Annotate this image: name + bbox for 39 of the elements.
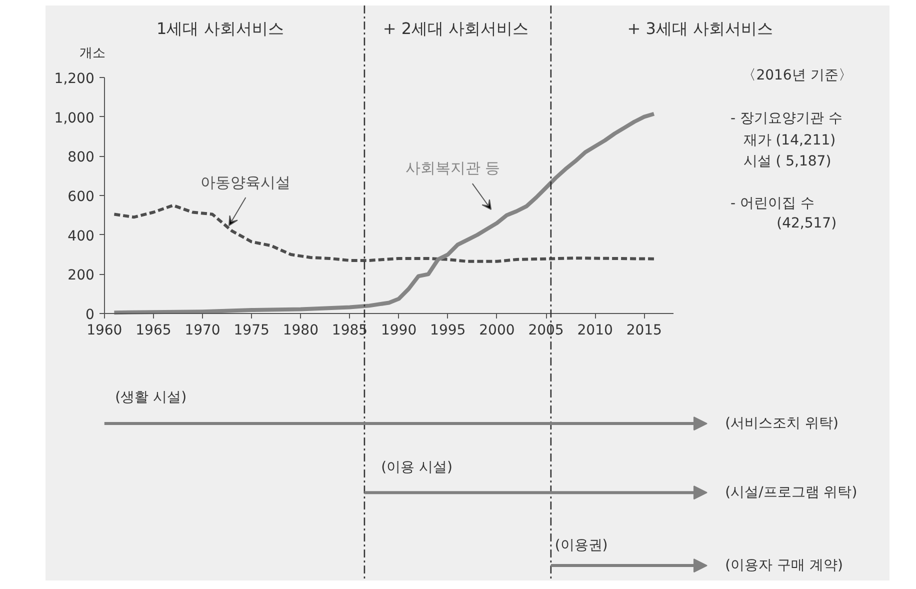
x-tick-label: 1995 (430, 322, 466, 339)
text: 사회복지관 등 (405, 158, 500, 177)
text: 1세대 사회서비스 (156, 19, 284, 38)
text: - 어린이집 수 (730, 196, 814, 212)
x-tick-label: 1965 (136, 322, 172, 339)
x-tick-label: 1985 (332, 322, 368, 339)
x-tick-label: 1980 (282, 322, 318, 339)
y-axis-title: 개소 (80, 46, 106, 61)
text: (이용 시설) (381, 460, 453, 476)
x-tick-label: 2010 (577, 322, 613, 339)
x-tick-label: 1960 (86, 322, 122, 339)
y-tick-label: 400 (68, 228, 94, 244)
y-tick-label: 1,000 (54, 110, 94, 126)
x-tick-label: 1970 (184, 322, 220, 339)
text: + 3세대 사회서비스 (627, 19, 773, 38)
y-tick-label: 800 (68, 150, 94, 166)
line-series (112, 112, 656, 315)
y-tick-label: 0 (85, 307, 94, 324)
y-tick-label: 600 (68, 189, 94, 206)
x-tick-label: 2005 (528, 322, 564, 339)
y-tick-label: 200 (68, 268, 94, 284)
text: (생활 시설) (115, 390, 187, 406)
text: (서비스조치 위탁) (725, 416, 838, 432)
text: (이용자 구매 계약) (725, 558, 843, 574)
text: (이용권) (554, 537, 608, 554)
x-tick-label: 2000 (479, 322, 515, 339)
text: - 장기요양기관 수 (730, 110, 842, 127)
x-tick-label: 1990 (380, 322, 417, 339)
series-label: 아동양육시설 (200, 174, 291, 192)
text: 〈2016년 기준〉 (742, 68, 852, 84)
text: (시설/프로그램 위탁) (725, 484, 858, 501)
y-tick-label: 1,200 (54, 71, 94, 87)
text: (42,517) (776, 215, 837, 232)
text: 시설 ( 5,187) (743, 153, 832, 170)
line-series (112, 204, 656, 263)
x-tick-label: 1975 (234, 322, 270, 339)
text: 재가 (14,211) (743, 132, 836, 148)
text: + 2세대 사회서비스 (382, 19, 529, 38)
x-tick-label: 2015 (626, 322, 662, 339)
